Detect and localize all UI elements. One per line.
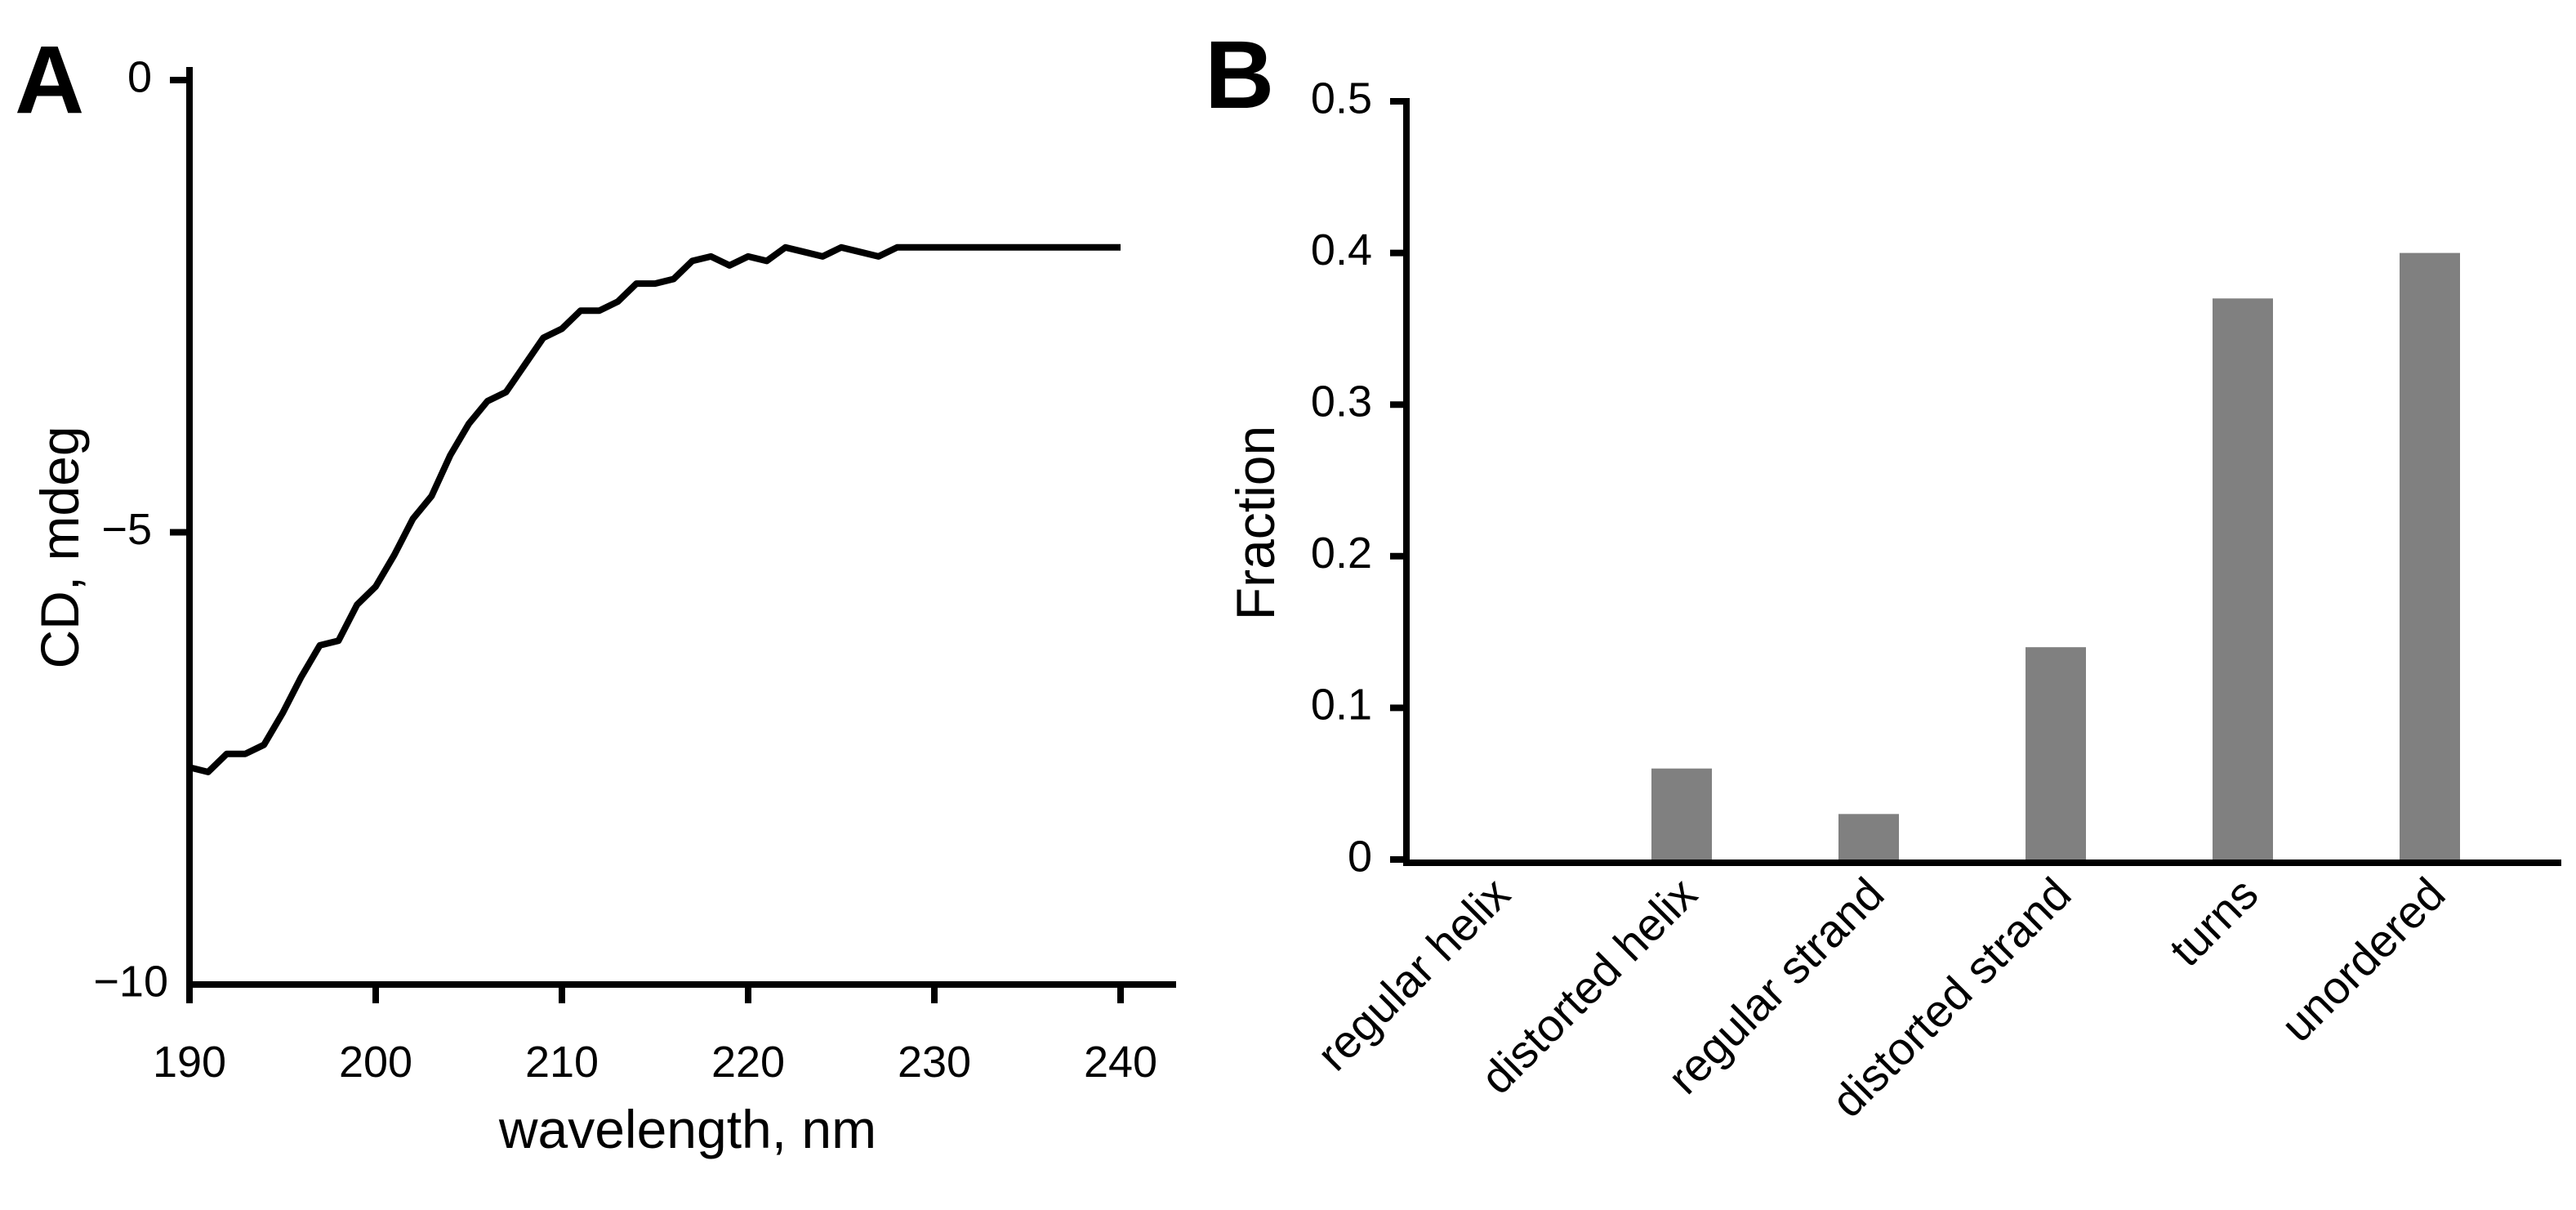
panel-b-bar-chart: B 0 0.1 0.2 0.3 0.4 0.5 Fraction [1205, 21, 2561, 1127]
panel-a-y-tick-label: 0 [127, 52, 152, 101]
panel-b-y-tick-label: 0.2 [1311, 529, 1372, 578]
panel-b-y-tick-label: 0.1 [1311, 681, 1372, 730]
bar-turns [2213, 298, 2273, 860]
panel-b-letter: B [1205, 21, 1274, 129]
panel-a-y-tick-label: −5 [101, 505, 152, 554]
bar-distorted-helix [1651, 768, 1712, 860]
panel-b-bars [1651, 252, 2460, 860]
bar-unordered [2400, 252, 2460, 860]
panel-a-x-tick-label: 200 [339, 1038, 412, 1087]
panel-a-y-tick-label: −10 [93, 957, 168, 1006]
panel-b-y-tick-label: 0.5 [1311, 74, 1372, 123]
panel-a-x-tick-label: 190 [153, 1038, 226, 1087]
panel-b-category-label: regular helix [1307, 868, 1519, 1080]
panel-a-y-axis-title: CD, mdeg [29, 426, 90, 668]
panel-b-category-label: turns [2159, 868, 2268, 976]
panel-b-y-ticks [1390, 98, 1406, 863]
bar-distorted-strand [2026, 647, 2086, 860]
panel-a-x-tick-label: 210 [525, 1038, 599, 1087]
panel-a-cd-series-line [189, 243, 1121, 775]
panel-a-line-chart: A 0 −5 −10 190 200 210 220 230 240 wavel… [15, 26, 1176, 1159]
panel-b-y-axis-title: Fraction [1225, 426, 1286, 620]
panel-a-x-tick-label: 220 [711, 1038, 785, 1087]
panel-b-y-tick-label: 0.3 [1311, 377, 1372, 426]
panel-b-y-tick-label: 0.4 [1311, 225, 1372, 275]
bar-regular-strand [1838, 814, 1899, 860]
panel-a-x-ticks [186, 985, 1124, 1003]
panel-b-y-tick-label: 0 [1348, 832, 1372, 881]
panel-a-x-axis-title: wavelength, nm [498, 1099, 876, 1159]
panel-a-x-tick-label: 230 [898, 1038, 971, 1087]
panel-a-x-tick-label: 240 [1084, 1038, 1157, 1087]
panel-b-category-label: unordered [2271, 868, 2454, 1051]
panel-a-letter: A [15, 26, 84, 134]
